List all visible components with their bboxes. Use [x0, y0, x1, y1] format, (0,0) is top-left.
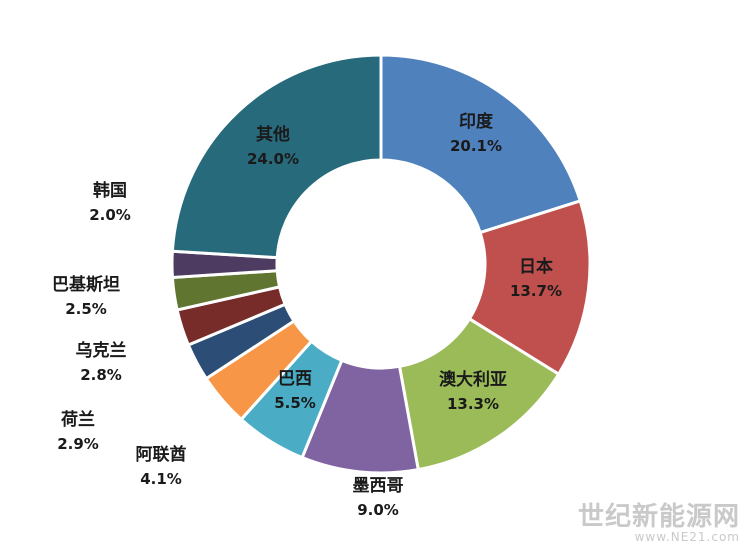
- slice-label-percent: 2.5%: [65, 300, 107, 318]
- slice-label-name: 韩国: [93, 180, 127, 201]
- slice-label-name: 澳大利亚: [439, 369, 507, 390]
- slice-label-name: 巴西: [278, 369, 312, 389]
- slice-label-percent: 4.1%: [140, 470, 182, 488]
- slice-label-percent: 13.3%: [447, 395, 499, 413]
- slice-label-percent: 20.1%: [450, 137, 502, 155]
- donut-slice: [170, 53, 383, 260]
- slice-label-name: 墨西哥: [353, 476, 404, 496]
- slice-label-percent: 13.7%: [510, 282, 562, 300]
- slice-label-percent: 5.5%: [274, 394, 316, 412]
- slice-label-name: 荷兰: [61, 409, 95, 430]
- slice-label-name: 乌克兰: [76, 340, 127, 361]
- donut-slice: [379, 53, 583, 235]
- slice-label-name: 阿联酋: [136, 444, 187, 465]
- slice-label-percent: 2.9%: [57, 435, 99, 453]
- slice-label-name: 印度: [459, 111, 494, 132]
- watermark: 世纪新能源网 www.NE21.com: [578, 503, 740, 544]
- slice-label-percent: 24.0%: [247, 150, 299, 168]
- slice-label-percent: 2.0%: [89, 206, 131, 224]
- watermark-url: www.NE21.com: [634, 530, 740, 544]
- slice-label-name: 日本: [519, 256, 553, 277]
- donut-slices: [170, 53, 592, 475]
- slice-labels: 印度 20.1% 日本 13.7% 澳大利亚 13.3% 墨西哥 9.0% 巴西 5.5% 阿联酋 4…: [52, 111, 562, 519]
- slice-label-name: 巴基斯坦: [52, 274, 120, 295]
- slice-label-name: 其他: [256, 124, 290, 145]
- watermark-name: 世纪新能源网: [577, 502, 740, 532]
- slice-label-percent: 2.8%: [80, 366, 122, 384]
- slice-label-percent: 9.0%: [357, 501, 399, 519]
